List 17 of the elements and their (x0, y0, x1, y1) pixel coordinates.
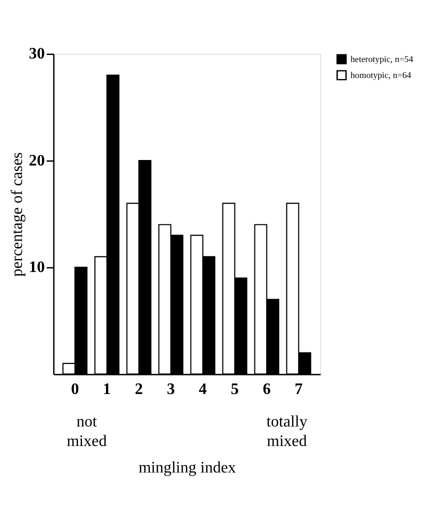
y-axis-title: percentage of cases (8, 152, 26, 277)
y-tick-label: 10 (28, 259, 45, 276)
x-tick-label: 4 (198, 381, 207, 398)
x-tick-label: 7 (294, 381, 303, 398)
text: totally mixed (266, 414, 308, 450)
y-tick-label: 30 (28, 46, 45, 63)
legend-label: heterotypic, n=54 (350, 54, 414, 64)
y-tick-label: 20 (28, 152, 45, 170)
x-tick-label: 5 (230, 381, 239, 398)
x-tick-label: 6 (262, 381, 271, 398)
x-tick-label: 3 (166, 381, 175, 398)
x-tick-label: 1 (102, 381, 111, 398)
text: not mixed (66, 414, 107, 450)
x-axis-title: mingling index (138, 459, 236, 476)
x-tick-label: 0 (70, 381, 79, 398)
x-tick-label: 2 (134, 381, 143, 398)
legend-label: homotypic, n=64 (350, 70, 412, 80)
